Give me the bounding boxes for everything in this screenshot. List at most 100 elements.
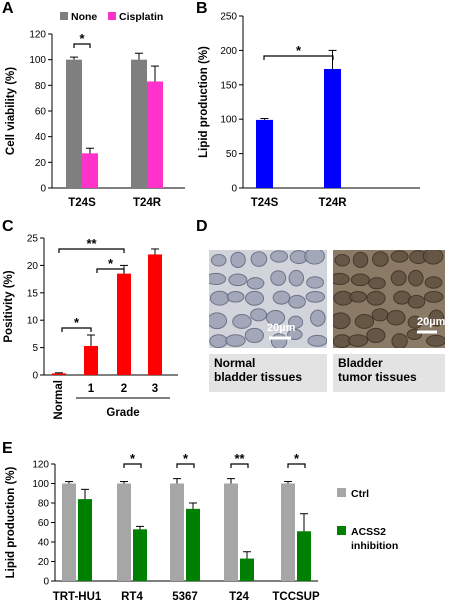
legend-swatch-none <box>60 12 68 20</box>
cell-nucleus <box>225 334 246 347</box>
cell-nucleus <box>428 309 445 327</box>
significance-label: * <box>108 256 114 271</box>
y-tick-label: 0 <box>40 184 46 195</box>
y-tick-label: 15 <box>27 288 39 299</box>
normal-tissue-caption: Normal bladder tissues <box>209 354 327 392</box>
cell-nucleus <box>270 333 288 348</box>
cell-nucleus <box>366 327 386 344</box>
y-tick-label: 5 <box>32 343 38 354</box>
bar <box>84 345 98 375</box>
x-category-label: RT4 <box>121 591 143 603</box>
cell-nucleus <box>334 254 351 267</box>
y-tick-label: 100 <box>32 479 49 490</box>
y-tick-label: 0 <box>231 184 237 195</box>
x-axis-title: Grade <box>106 407 139 419</box>
tumor-tissue-caption: Bladder tumor tissues <box>333 354 445 392</box>
tumor-caption-line-2: tumor tissues <box>338 370 417 384</box>
bar <box>186 508 200 581</box>
bar <box>52 373 66 375</box>
cell-nucleus <box>424 290 444 303</box>
y-axis-title: Lipid production (%) <box>198 46 210 158</box>
cell-nucleus <box>408 269 424 287</box>
cell-nucleus <box>347 334 369 347</box>
y-tick-label: 40 <box>35 132 47 143</box>
significance-bracket <box>73 43 91 48</box>
x-category-label: 3 <box>152 383 158 395</box>
cell-nucleus <box>386 310 406 326</box>
y-tick-label: 120 <box>32 460 49 471</box>
significance-label: ** <box>234 451 245 466</box>
y-tick-label: 20 <box>27 261 39 272</box>
cell-nucleus <box>228 273 248 287</box>
cell-nucleus <box>352 251 369 268</box>
bar <box>256 119 273 188</box>
tumor-tissue-image: 20µm <box>333 250 445 348</box>
cell-nucleus <box>270 270 287 286</box>
cell-nucleus <box>226 291 245 303</box>
x-category-label: 1 <box>88 383 95 395</box>
bar <box>224 483 238 581</box>
cell-nucleus <box>287 328 303 341</box>
normal-caption-line-1: Normal <box>214 356 256 370</box>
cell-nucleus <box>304 250 325 265</box>
bar <box>131 59 147 188</box>
x-category-label: 5367 <box>172 591 198 603</box>
cell-nucleus <box>288 315 304 329</box>
panel-label-c: C <box>2 218 14 235</box>
significance-bracket <box>61 327 92 332</box>
y-tick-label: 25 <box>27 234 39 245</box>
cell-nucleus <box>305 290 326 303</box>
legend-label-ctrl: Ctrl <box>351 488 369 500</box>
tumor-caption-line-1: Bladder <box>338 356 383 370</box>
x-category-label: TCCSUP <box>272 591 320 603</box>
legend-label-none: None <box>71 11 97 23</box>
significance-label: * <box>296 43 302 58</box>
legend-label-acss2-line-2: inhibition <box>351 540 398 552</box>
normal-tissue-illustration <box>209 250 327 348</box>
x-category-label: T24S <box>68 197 96 209</box>
normal-tissue-image: 20µm <box>209 250 327 348</box>
panel-label-d: D <box>196 218 208 235</box>
significance-label: ** <box>86 236 97 251</box>
bar <box>117 273 131 375</box>
cell-nucleus <box>407 294 426 309</box>
y-axis-title: Positivity (%) <box>3 270 15 342</box>
legend-swatch-acss2 <box>337 526 346 535</box>
significance-bracket <box>96 268 125 273</box>
cell-nucleus <box>306 276 324 289</box>
chart-b: 0 50 100 150 200 250 Lipid production (%) T24S T… <box>198 12 420 209</box>
cell-nucleus <box>349 291 367 303</box>
cell-nucleus <box>270 250 289 263</box>
normal-caption-line-2: bladder tissues <box>214 370 303 384</box>
cell-nucleus <box>288 294 306 309</box>
bar <box>148 254 162 375</box>
bar <box>117 483 131 581</box>
bar <box>62 483 76 581</box>
bar <box>82 153 98 188</box>
bar <box>297 531 311 581</box>
significance-label: * <box>183 451 189 466</box>
significance-label: * <box>79 31 85 46</box>
panel-label-e: E <box>2 440 13 457</box>
y-tick-label: 60 <box>35 107 47 118</box>
cell-nucleus <box>209 272 227 286</box>
panel-label-a: A <box>2 0 14 17</box>
y-tick-label: 0 <box>43 577 49 588</box>
y-tick-label: 50 <box>226 149 238 160</box>
cell-nucleus <box>424 276 443 289</box>
tumor-scale-label: 20µm <box>417 316 445 328</box>
cell-nucleus <box>390 250 409 263</box>
cell-nucleus <box>209 312 228 330</box>
cell-nucleus <box>265 310 286 326</box>
y-tick-label: 20 <box>38 557 50 568</box>
significance-label: * <box>130 451 136 466</box>
cell-nucleus <box>333 272 350 286</box>
cell-nucleus <box>310 309 326 327</box>
bar <box>78 499 92 581</box>
significance-label: * <box>74 315 80 330</box>
x-category-label: Normal <box>53 380 65 420</box>
cell-nucleus <box>390 270 407 286</box>
bar <box>133 529 147 581</box>
cell-nucleus <box>230 251 246 268</box>
